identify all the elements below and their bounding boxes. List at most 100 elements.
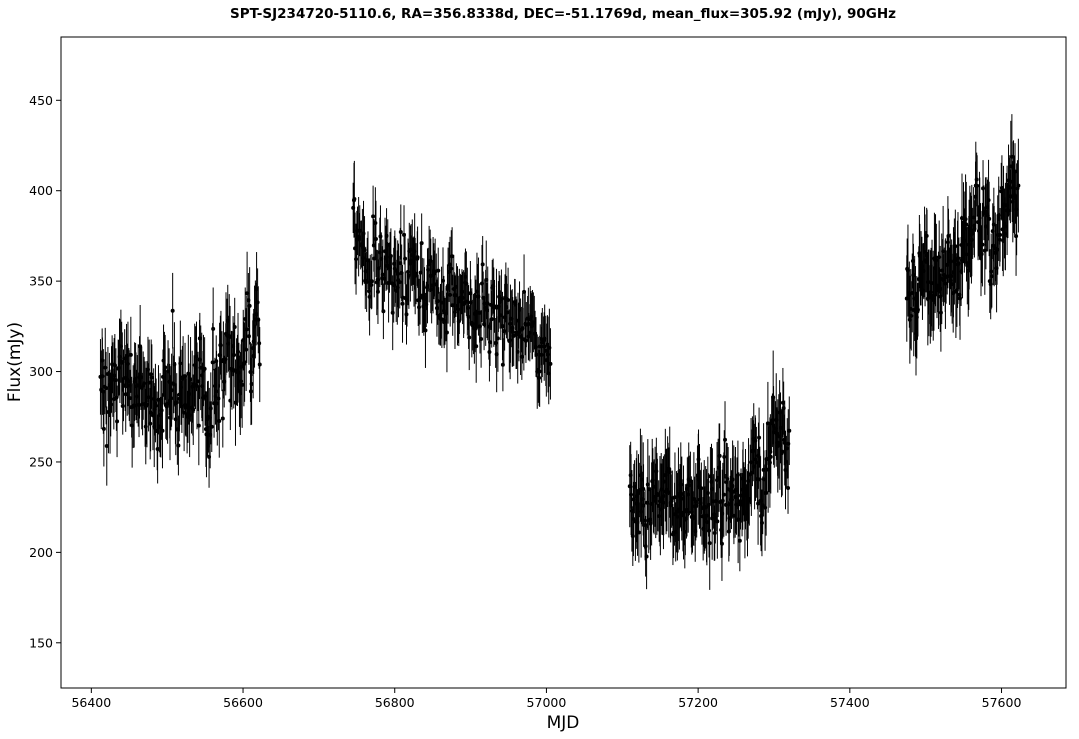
x-tick-label: 57600 [982, 695, 1022, 710]
data-point [397, 280, 402, 285]
data-point [220, 416, 225, 421]
data-point [380, 272, 385, 277]
x-tick-label: 56600 [223, 695, 263, 710]
data-point [717, 453, 722, 458]
data-point [707, 528, 712, 533]
data-point [636, 530, 641, 535]
data-point [155, 447, 160, 452]
data-point [722, 454, 727, 459]
data-point [352, 196, 357, 201]
data-point [539, 352, 544, 357]
data-point [938, 310, 943, 315]
y-tick-label: 400 [29, 183, 53, 198]
data-point [506, 297, 511, 302]
y-axis-label: Flux(mJy) [5, 322, 25, 402]
data-point [715, 519, 720, 524]
data-point [371, 214, 376, 219]
data-point [244, 347, 249, 352]
data-point [108, 402, 113, 407]
x-tick-label: 57000 [527, 695, 567, 710]
data-point [159, 408, 164, 413]
data-point [395, 271, 400, 276]
data-point [474, 344, 479, 349]
data-point [170, 308, 175, 313]
data-point [511, 333, 516, 338]
x-tick-label: 56800 [375, 695, 415, 710]
data-points [98, 114, 1021, 590]
data-point [548, 361, 553, 366]
data-point [115, 419, 120, 424]
data-point [764, 490, 769, 495]
data-point [404, 312, 409, 317]
data-point [479, 336, 484, 341]
data-point [980, 242, 985, 247]
data-point [981, 186, 986, 191]
data-point [736, 502, 741, 507]
data-point [369, 283, 374, 288]
data-point [519, 354, 524, 359]
data-point [737, 538, 742, 543]
data-point [989, 269, 994, 274]
data-point [211, 326, 216, 331]
data-point [104, 444, 109, 449]
data-point [1016, 183, 1021, 188]
data-point [210, 360, 215, 365]
data-point [436, 268, 441, 273]
data-point [444, 330, 449, 335]
data-point [217, 418, 222, 423]
data-point [256, 317, 261, 322]
data-point [786, 485, 791, 490]
data-point [953, 244, 958, 249]
plot-frame [60, 36, 1067, 689]
data-point [495, 336, 500, 341]
data-point [1014, 234, 1019, 239]
data-point [955, 255, 960, 260]
data-point [242, 360, 247, 365]
data-point [365, 258, 370, 263]
data-point [209, 424, 214, 429]
data-point [723, 437, 728, 442]
data-point [450, 254, 455, 259]
data-point [240, 382, 245, 387]
data-point [419, 241, 424, 246]
data-point [398, 229, 403, 234]
data-point [216, 396, 221, 401]
chart-title: SPT-SJ234720-5110.6, RA=356.8338d, DEC=-… [230, 6, 896, 22]
data-point [149, 372, 154, 377]
x-axis-label: MJD [547, 713, 580, 733]
data-point [232, 352, 237, 357]
data-point [403, 256, 408, 261]
data-point [232, 325, 237, 330]
data-point [757, 477, 762, 482]
data-point [255, 300, 260, 305]
data-point [236, 349, 241, 354]
data-point [487, 350, 492, 355]
y-tick-label: 200 [29, 545, 53, 560]
data-point [501, 329, 506, 334]
axis-ticks: 56400 56600 56800 57000 57200 57400 57600 150 20… [29, 93, 1021, 710]
data-point [449, 266, 454, 271]
data-point [178, 361, 183, 366]
data-point [629, 492, 634, 497]
data-point [354, 257, 359, 262]
data-point [757, 435, 762, 440]
data-point [375, 289, 380, 294]
data-point [537, 369, 542, 374]
data-point [163, 365, 168, 370]
data-point [257, 341, 262, 346]
data-point [915, 307, 920, 312]
data-point [489, 317, 494, 322]
data-point [369, 279, 374, 284]
data-point [188, 377, 193, 382]
data-point [537, 375, 542, 380]
data-point [672, 495, 677, 500]
data-point [373, 237, 378, 242]
data-point [759, 520, 764, 525]
data-point [378, 234, 383, 239]
data-point [488, 340, 493, 345]
data-point [113, 378, 118, 383]
data-point [373, 221, 378, 226]
data-point [249, 382, 254, 387]
data-point [247, 303, 252, 308]
data-point [120, 403, 125, 408]
